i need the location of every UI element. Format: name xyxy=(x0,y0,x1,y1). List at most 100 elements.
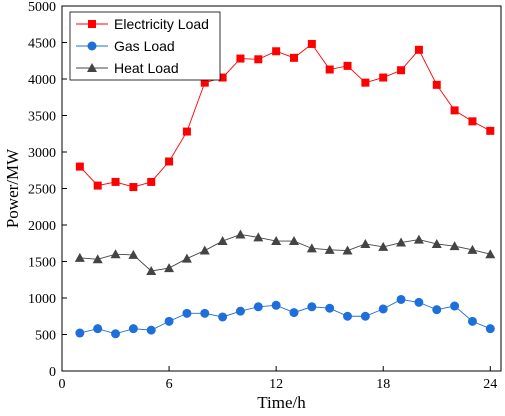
data-point xyxy=(146,265,157,275)
legend-label: Electricity Load xyxy=(114,16,209,32)
data-point xyxy=(235,306,245,316)
data-point xyxy=(147,177,156,186)
data-point xyxy=(343,61,352,70)
data-point xyxy=(164,316,174,326)
data-point xyxy=(468,117,477,126)
y-tick-label: 0 xyxy=(49,365,56,380)
data-point xyxy=(414,45,423,54)
series-line xyxy=(79,234,491,272)
legend-label: Gas Load xyxy=(114,38,175,54)
y-tick-label: 5000 xyxy=(28,0,56,15)
x-tick-label: 12 xyxy=(269,377,283,392)
data-point xyxy=(253,232,264,242)
data-point xyxy=(93,181,102,190)
data-point xyxy=(111,177,120,186)
data-point xyxy=(431,238,442,248)
data-point xyxy=(449,241,460,251)
data-point xyxy=(182,308,192,318)
data-point xyxy=(182,127,191,136)
data-point xyxy=(129,183,138,192)
data-point xyxy=(218,312,228,322)
series-line xyxy=(79,298,491,335)
y-tick-label: 1000 xyxy=(28,292,56,307)
data-point xyxy=(165,157,174,166)
data-point xyxy=(396,294,406,304)
data-point xyxy=(413,234,424,244)
data-point xyxy=(128,324,138,334)
data-point xyxy=(164,263,175,273)
legend-marker xyxy=(87,41,97,51)
data-point xyxy=(75,328,85,338)
data-point xyxy=(200,78,209,87)
data-point xyxy=(485,324,495,334)
y-tick-label: 2500 xyxy=(28,183,56,198)
data-point xyxy=(272,47,281,56)
data-point xyxy=(324,244,335,254)
y-tick-label: 4500 xyxy=(28,37,56,52)
data-point xyxy=(110,249,121,259)
y-tick-label: 2000 xyxy=(28,219,56,234)
data-point xyxy=(325,303,335,313)
data-point xyxy=(450,301,460,311)
data-point xyxy=(254,55,263,64)
data-point xyxy=(288,236,299,246)
data-point xyxy=(217,236,228,246)
data-point xyxy=(360,311,370,321)
data-point xyxy=(379,73,388,82)
data-point xyxy=(378,304,388,314)
legend-label: Heat Load xyxy=(114,60,179,76)
data-point xyxy=(450,106,459,115)
data-point xyxy=(467,316,477,326)
data-point xyxy=(74,252,85,262)
data-point xyxy=(396,237,407,247)
data-point xyxy=(307,302,317,312)
data-point xyxy=(199,245,210,255)
data-point xyxy=(271,236,282,246)
y-tick-label: 3500 xyxy=(28,110,56,125)
y-tick-label: 3000 xyxy=(28,146,56,161)
data-point xyxy=(306,243,317,253)
legend-marker xyxy=(88,20,96,28)
data-point xyxy=(307,39,316,48)
x-tick-label: 6 xyxy=(166,377,173,392)
data-point xyxy=(75,162,84,171)
data-point xyxy=(93,324,103,334)
data-point xyxy=(289,53,298,62)
data-point xyxy=(236,54,245,63)
y-axis-title: Power/MW xyxy=(3,148,22,228)
data-point xyxy=(111,329,121,339)
data-point xyxy=(414,297,424,307)
y-tick-label: 1500 xyxy=(28,256,56,271)
data-point xyxy=(343,311,353,321)
legend: Electricity Load Gas Load Heat Load xyxy=(69,11,221,81)
y-tick-label: 500 xyxy=(35,329,56,344)
data-point xyxy=(378,241,389,251)
data-point xyxy=(361,78,370,87)
data-point xyxy=(146,325,156,335)
data-point xyxy=(397,66,406,75)
data-point xyxy=(486,126,495,135)
x-tick-label: 0 xyxy=(59,377,66,392)
series-1 xyxy=(75,294,495,339)
series-0 xyxy=(75,39,495,192)
data-point xyxy=(467,244,478,254)
x-tick-label: 18 xyxy=(376,377,390,392)
data-point xyxy=(342,245,353,255)
data-point xyxy=(271,300,281,310)
data-point xyxy=(92,254,103,264)
data-point xyxy=(200,308,210,318)
data-point xyxy=(325,65,334,74)
x-axis-title: Time/h xyxy=(257,393,306,412)
data-point xyxy=(181,253,192,263)
x-tick-label: 24 xyxy=(483,377,497,392)
data-point xyxy=(289,308,299,318)
data-point xyxy=(432,305,442,315)
series-layer xyxy=(74,39,496,339)
legend-marker xyxy=(87,63,97,72)
data-point xyxy=(218,73,227,82)
series-2 xyxy=(74,229,496,275)
data-point xyxy=(432,80,441,89)
data-point xyxy=(485,249,496,259)
y-tick-label: 4000 xyxy=(28,73,56,88)
